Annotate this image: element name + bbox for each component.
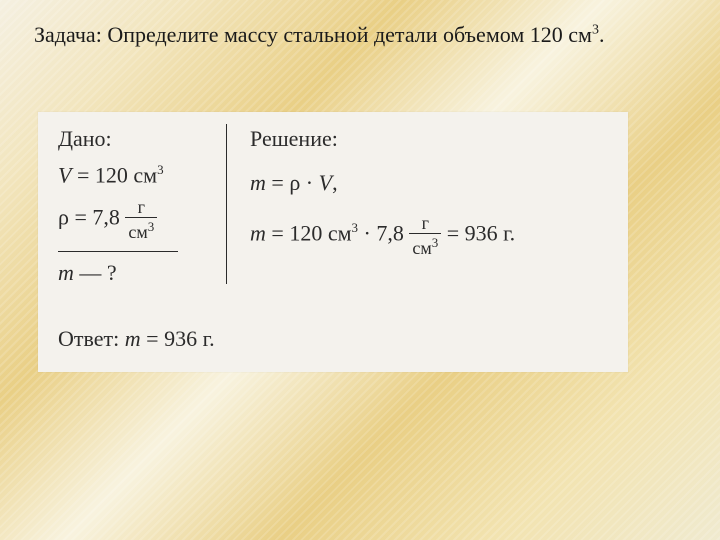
rho-symbol: ρ (58, 205, 69, 230)
task-statement: Задача: Определите массу стальной детали… (34, 22, 604, 48)
result-eq: = (441, 221, 464, 246)
calc-rho-val: 7,8 (376, 221, 404, 246)
calc-unit-den-exp: 3 (432, 235, 439, 250)
solution-column: Решение: m = ρ · V, m = 120 см 3 · 7,8 г … (250, 126, 620, 275)
task-suffix: . (599, 22, 605, 47)
calc-unit-num: г (409, 214, 441, 233)
find-symbol: m (58, 260, 74, 285)
eq-sign: = (266, 221, 289, 246)
formula-rho: ρ (289, 170, 300, 195)
given-heading: Дано: (58, 126, 218, 152)
formula-V: V (319, 170, 332, 195)
rho-unit-num: г (125, 198, 157, 217)
eq-sign: = (266, 170, 289, 195)
find-dash: — ? (74, 260, 117, 285)
mul-sign: · (300, 170, 318, 195)
rho-unit-den-base: см (128, 222, 147, 242)
eq-sign: = (71, 162, 94, 187)
given-density: ρ = 7,8 г см3 (58, 198, 218, 241)
solution-calc: m = 120 см 3 · 7,8 г см3 = 936 г. (250, 214, 620, 257)
calc-unit-fraction: г см3 (409, 214, 441, 257)
calc-m: m (250, 221, 266, 246)
answer-value: 936 г. (164, 326, 215, 351)
solution-formula: m = ρ · V, (250, 170, 620, 196)
calc-v-val: 120 см (289, 221, 351, 246)
answer-symbol: m (125, 326, 141, 351)
rho-unit-den-exp: 3 (148, 219, 155, 234)
task-text: Определите массу стальной детали объемом… (107, 22, 592, 47)
volume-value: 120 см (95, 162, 157, 187)
volume-exp: 3 (157, 162, 164, 177)
given-column: Дано: V = 120 см3 ρ = 7,8 г см3 m — ? (58, 126, 218, 296)
formula-m: m (250, 170, 266, 195)
given-volume: V = 120 см3 (58, 162, 218, 188)
task-prefix: Задача: (34, 22, 107, 47)
solution-box: Дано: V = 120 см3 ρ = 7,8 г см3 m — ? Ре… (38, 112, 628, 372)
rho-unit-den: см3 (125, 217, 157, 241)
calc-unit-den-base: см (412, 238, 431, 258)
vertical-divider (226, 124, 227, 284)
answer-line: Ответ: m = 936 г. (58, 326, 215, 352)
formula-comma: , (332, 170, 338, 195)
rho-unit-fraction: г см3 (125, 198, 157, 241)
volume-symbol: V (58, 162, 71, 187)
result-value: 936 г. (465, 221, 516, 246)
rho-value: 7,8 (92, 205, 120, 230)
eq-sign: = (69, 205, 92, 230)
given-find: m — ? (58, 260, 218, 286)
answer-label: Ответ: (58, 326, 125, 351)
given-rule (58, 251, 178, 252)
solution-heading: Решение: (250, 126, 620, 152)
mul-sign: · (358, 221, 376, 246)
eq-sign: = (141, 326, 164, 351)
calc-unit-den: см3 (409, 233, 441, 257)
task-exponent: 3 (592, 23, 599, 38)
